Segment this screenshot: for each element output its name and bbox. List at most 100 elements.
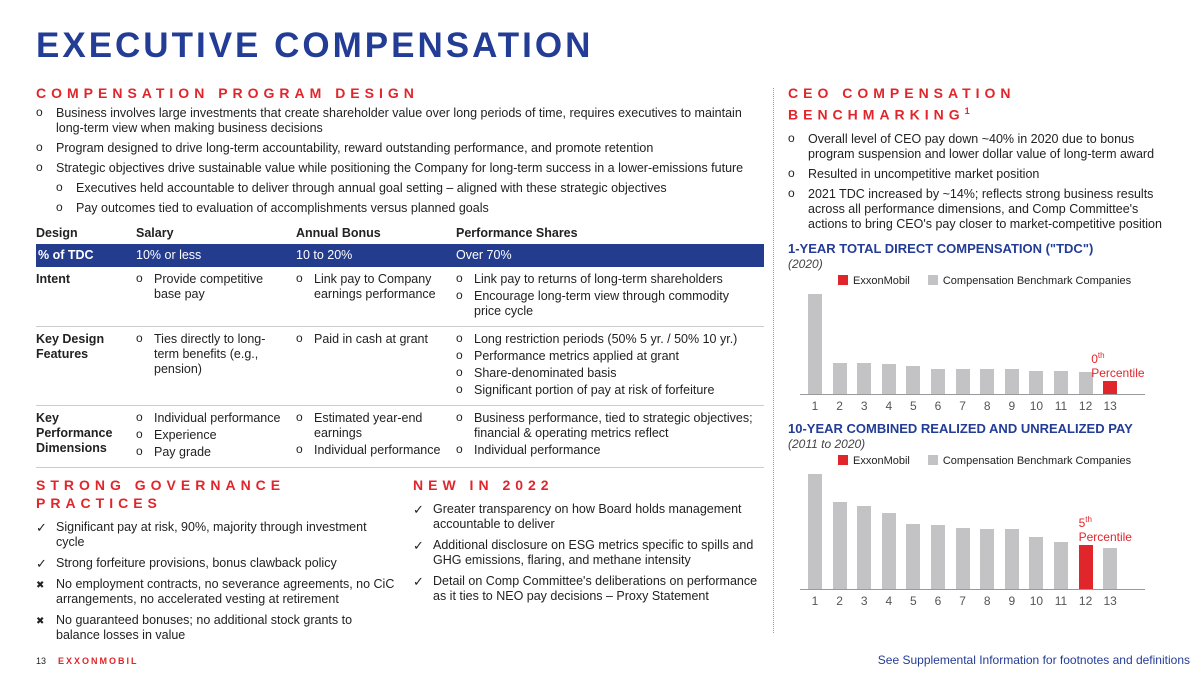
bar-10 bbox=[1029, 370, 1044, 394]
x-tick-label: 2 bbox=[836, 593, 843, 608]
cell: Over 70% bbox=[456, 244, 764, 267]
bullet: Estimated year-end earnings bbox=[296, 410, 450, 441]
bullet: Strategic objectives drive sustainable v… bbox=[36, 160, 764, 176]
program-heading: COMPENSATION PROGRAM DESIGN bbox=[36, 85, 419, 101]
chart-subtitle: (2020) bbox=[788, 256, 823, 271]
x-tick-label: 7 bbox=[959, 398, 966, 413]
cell: Ties directly to long-term benefits (e.g… bbox=[136, 326, 296, 406]
check-item: Detail on Comp Committee's deliberations… bbox=[413, 574, 763, 604]
x-tick-label: 6 bbox=[934, 593, 942, 608]
page-title: EXECUTIVE COMPENSATION bbox=[36, 26, 594, 65]
tdc-row: % of TDC 10% or less 10 to 20% Over 70% bbox=[36, 244, 764, 267]
bullet: Individual performance bbox=[456, 442, 758, 458]
cell: Individual performanceExperiencePay grad… bbox=[136, 405, 296, 468]
bar-2 bbox=[832, 362, 847, 394]
x-tick-label: 11 bbox=[1054, 593, 1068, 608]
row-label: Key Design Features bbox=[36, 326, 136, 406]
legend-swatch bbox=[838, 274, 848, 285]
bar-7 bbox=[955, 527, 970, 589]
cell: Long restriction periods (50% 5 yr. / 50… bbox=[456, 326, 764, 406]
annotation-sup: th bbox=[1097, 350, 1105, 360]
bullet: Individual performance bbox=[136, 410, 290, 426]
bar-11 bbox=[1054, 370, 1068, 394]
bullet: Link pay to Company earnings performance bbox=[296, 271, 450, 302]
bullet: Provide competitive base pay bbox=[136, 271, 290, 302]
col-header: Annual Bonus bbox=[296, 226, 381, 240]
cell: % of TDC bbox=[36, 244, 136, 267]
cell: Estimated year-end earningsIndividual pe… bbox=[296, 405, 456, 468]
bullet: Paid in cash at grant bbox=[296, 331, 450, 347]
legend-swatch bbox=[927, 274, 938, 285]
bullet: Encourage long-term view through commodi… bbox=[456, 288, 758, 319]
bullet: Program designed to drive long-term acco… bbox=[36, 140, 764, 156]
bullet: Performance metrics applied at grant bbox=[456, 348, 758, 364]
x-tick-label: 13 bbox=[1103, 593, 1117, 608]
percentile-annotation: 0th Percentile bbox=[1091, 349, 1144, 380]
x-tick-label: 7 bbox=[959, 593, 966, 608]
bar-5 bbox=[906, 365, 921, 394]
governance-list: Significant pay at risk, 90%, majority t… bbox=[36, 520, 396, 643]
bullet: Business involves large investments that… bbox=[36, 105, 764, 136]
bar-13 bbox=[1103, 380, 1118, 394]
program-bullets: Business involves large investments that… bbox=[36, 105, 764, 221]
bullet: Resulted in uncompetitive market positio… bbox=[788, 166, 1178, 182]
new-heading: NEW IN 2022 bbox=[413, 477, 554, 493]
bullet: Pay grade bbox=[136, 444, 290, 460]
x-tick-label: 8 bbox=[983, 593, 991, 608]
realized-pay-chart: 10-YEAR COMBINED REALIZED AND UNREALIZED… bbox=[788, 421, 1150, 621]
bar-4 bbox=[881, 363, 896, 394]
footer-page: 13 bbox=[36, 656, 47, 666]
bar-3 bbox=[857, 362, 872, 394]
x-tick-label: 12 bbox=[1078, 398, 1093, 413]
cell: Business performance, tied to strategic … bbox=[456, 405, 764, 468]
cell: Link pay to Company earnings performance bbox=[296, 267, 456, 327]
annotation-sup: th bbox=[1085, 514, 1092, 524]
new-list: Greater transparency on how Board holds … bbox=[413, 502, 763, 604]
x-tick-label: 9 bbox=[1008, 593, 1016, 608]
bar-6 bbox=[931, 368, 945, 394]
x-tick-label: 1 bbox=[811, 398, 819, 413]
legend-swatch bbox=[838, 454, 848, 465]
divider bbox=[773, 88, 774, 633]
governance-section: STRONG GOVERNANCE PRACTICES Significant … bbox=[36, 476, 396, 649]
cell: Provide competitive base pay bbox=[136, 267, 296, 327]
benchmark-bullets: Overall level of CEO pay down ~40% in 20… bbox=[788, 131, 1178, 237]
bar-9 bbox=[1004, 368, 1019, 394]
chart-title: 10-YEAR COMBINED REALIZED AND UNREALIZED… bbox=[788, 420, 1133, 436]
table-row: Key Performance DimensionsIndividual per… bbox=[36, 405, 764, 468]
bullet: Individual performance bbox=[296, 442, 450, 458]
bar-6 bbox=[931, 525, 945, 589]
bullet: Overall level of CEO pay down ~40% in 20… bbox=[788, 131, 1178, 162]
cell: Paid in cash at grant bbox=[296, 326, 456, 406]
legend-item: ExxonMobil bbox=[838, 454, 910, 467]
bar-12 bbox=[1078, 544, 1093, 589]
bar-11 bbox=[1054, 541, 1068, 589]
benchmark-heading-text: CEO COMPENSATION BENCHMARKING bbox=[788, 85, 1016, 123]
x-tick-label: 4 bbox=[885, 398, 893, 413]
legend-item: ExxonMobil bbox=[838, 274, 910, 287]
governance-heading: STRONG GOVERNANCE PRACTICES bbox=[36, 477, 286, 511]
x-axis bbox=[800, 393, 1145, 395]
bullet: Significant portion of pay at risk of fo… bbox=[456, 382, 758, 398]
new-section: NEW IN 2022 Greater transparency on how … bbox=[413, 476, 763, 649]
left-column: COMPENSATION PROGRAM DESIGN Business inv… bbox=[36, 84, 764, 649]
legend-label: ExxonMobil bbox=[853, 274, 910, 287]
table-row: Key Design FeaturesTies directly to long… bbox=[36, 326, 764, 406]
bar-2 bbox=[832, 502, 847, 589]
check-item: Strong forfeiture provisions, bonus claw… bbox=[36, 556, 396, 571]
bar-3 bbox=[857, 505, 872, 589]
row-label: Key Performance Dimensions bbox=[36, 405, 136, 468]
x-tick-label: 4 bbox=[885, 593, 893, 608]
x-tick-label: 2 bbox=[836, 398, 843, 413]
bullet: Link pay to returns of long-term shareho… bbox=[456, 271, 758, 287]
x-tick-label: 3 bbox=[860, 593, 868, 608]
cross-item: No guaranteed bonuses; no additional sto… bbox=[36, 613, 396, 643]
sub-bullet: Executives held accountable to deliver t… bbox=[56, 180, 764, 196]
x-tick-label: 8 bbox=[983, 398, 991, 413]
footer-note: See Supplemental Information for footnot… bbox=[877, 653, 1190, 667]
x-tick-label: 11 bbox=[1054, 398, 1068, 413]
bar-10 bbox=[1029, 536, 1044, 589]
legend-swatch bbox=[927, 454, 938, 465]
bottom-sections: STRONG GOVERNANCE PRACTICES Significant … bbox=[36, 476, 764, 649]
x-tick-label: 13 bbox=[1103, 398, 1117, 413]
